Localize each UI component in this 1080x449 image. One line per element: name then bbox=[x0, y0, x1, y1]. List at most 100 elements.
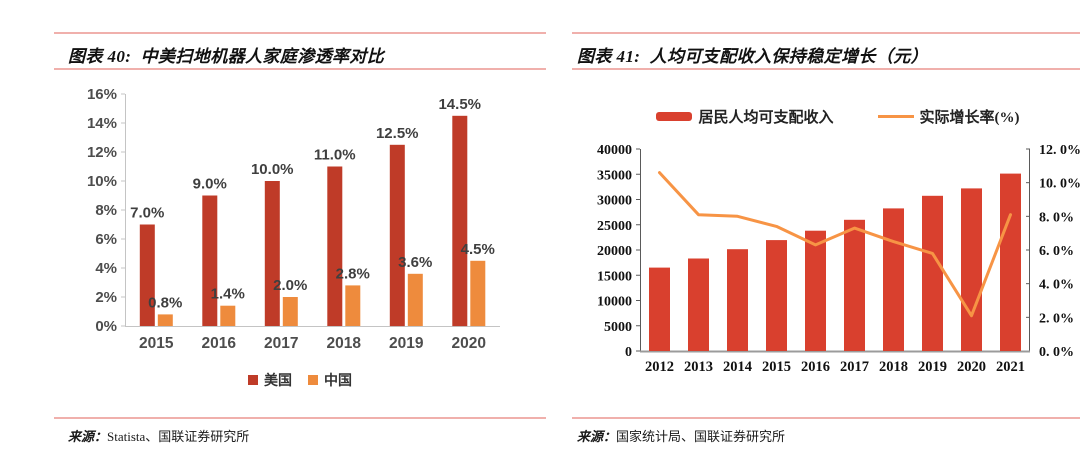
y-axis-left-label: 5000 bbox=[604, 320, 632, 335]
x-axis-label: 2015 bbox=[762, 359, 791, 375]
bar-2020-中国 bbox=[470, 260, 486, 327]
y-axis-right-label: 6. 0% bbox=[1039, 244, 1074, 259]
line-实际增长率(%) bbox=[658, 171, 1012, 318]
figure-41-top-rule bbox=[572, 32, 1080, 34]
bar-2019-美国 bbox=[389, 144, 405, 327]
us-cn-penetration-chart-svg: 0% 2% 4% 6% 8% 10% 12% 14% 16% 2015 2016 2017 2018 20… bbox=[87, 86, 500, 352]
y-axis-left-label: 0% bbox=[95, 318, 117, 335]
y-axis-left-label: 40000 bbox=[597, 143, 632, 158]
x-axis-label: 2018 bbox=[327, 335, 362, 352]
x-axis-label: 2015 bbox=[139, 335, 174, 352]
legend-label-growth: 实际增长率(%) bbox=[919, 110, 1020, 126]
bar-value-label: 3.6% bbox=[398, 254, 432, 271]
bar-value-label: 10.0% bbox=[251, 161, 294, 178]
bar-2017-居民人均可支配收入 bbox=[844, 219, 865, 351]
y-axis-left-label: 15000 bbox=[597, 269, 632, 284]
bar-value-label: 2.8% bbox=[336, 265, 370, 282]
x-axis-label: 2016 bbox=[202, 335, 237, 352]
x-axis-label: 2019 bbox=[389, 335, 424, 352]
us-series-swatch-icon bbox=[248, 375, 258, 385]
y-axis-left-label: 10% bbox=[87, 173, 117, 190]
y-axis-right-label: 2. 0% bbox=[1039, 311, 1074, 326]
figure-41-title-bottom-rule bbox=[572, 68, 1080, 70]
x-axis-label: 2019 bbox=[918, 359, 947, 375]
x-axis-label: 2013 bbox=[684, 359, 713, 375]
bar-2012-居民人均可支配收入 bbox=[649, 267, 670, 351]
income-growth-combo-chart: 居民人均可支配收入 实际增长率(%) 0 5000 10000 15000 20000 2… bbox=[572, 73, 1080, 411]
legend-label-cn: 中国 bbox=[324, 374, 352, 389]
y-axis-left-label: 30000 bbox=[597, 194, 632, 209]
x-axis-label: 2017 bbox=[840, 359, 869, 375]
y-axis-left-label: 25000 bbox=[597, 219, 632, 234]
source-text: Statista、国联证券研究所 bbox=[107, 429, 250, 444]
growth-line-swatch-icon bbox=[877, 115, 914, 118]
x-axis-label: 2014 bbox=[723, 359, 752, 375]
income-growth-chart-svg: 0 5000 10000 15000 20000 25000 30000 35000 40000… bbox=[597, 143, 1080, 375]
figure-41: 图表 41: 人均可支配收入保持稳定增长（元） 居民人均可支配收入 实际增长率(… bbox=[572, 26, 1080, 449]
figure-40-top-rule bbox=[54, 32, 546, 34]
bar-2016-美国 bbox=[202, 195, 218, 326]
y-axis-left-label: 16% bbox=[87, 86, 117, 103]
y-axis-right-label: 10. 0% bbox=[1039, 177, 1080, 192]
x-axis-label: 2012 bbox=[645, 359, 674, 375]
bar-value-label: 0.8% bbox=[148, 294, 182, 311]
y-axis-left-label: 0 bbox=[625, 345, 632, 360]
bar-2020-居民人均可支配收入 bbox=[961, 188, 982, 351]
bar-value-label: 12.5% bbox=[376, 125, 419, 142]
bar-value-label: 1.4% bbox=[211, 286, 245, 303]
y-axis-left-label: 12% bbox=[87, 144, 117, 161]
figure-40-title-bottom-rule bbox=[54, 68, 546, 70]
y-axis-right-label: 0. 0% bbox=[1039, 345, 1074, 360]
y-axis-left-label: 35000 bbox=[597, 168, 632, 183]
legend-label-income: 居民人均可支配收入 bbox=[698, 110, 834, 126]
figure-40-title: 图表 40: 中美扫地机器人家庭渗透率对比 bbox=[68, 47, 385, 66]
legend-item-income: 居民人均可支配收入 bbox=[656, 106, 834, 127]
x-axis-label: 2021 bbox=[996, 359, 1025, 375]
bar-value-label: 14.5% bbox=[438, 96, 481, 113]
bar-2015-中国 bbox=[157, 314, 173, 326]
income-series-swatch-icon bbox=[656, 112, 693, 121]
figure-41-legend: 居民人均可支配收入 实际增长率(%) bbox=[572, 106, 1080, 127]
y-axis-right-label: 4. 0% bbox=[1039, 278, 1074, 293]
bar-2016-中国 bbox=[220, 305, 236, 326]
y-axis-left-label: 8% bbox=[95, 202, 117, 219]
figure-41-source: 来源：国家统计局、国联证券研究所 bbox=[577, 426, 785, 445]
bar-2017-中国 bbox=[282, 297, 298, 326]
bar-2018-美国 bbox=[327, 166, 343, 326]
figure-41-title: 图表 41: 人均可支配收入保持稳定增长（元） bbox=[577, 47, 929, 66]
figure-40-source-rule bbox=[54, 417, 546, 419]
x-axis-label: 2020 bbox=[452, 335, 486, 352]
bar-2020-美国 bbox=[452, 115, 468, 327]
bar-2016-居民人均可支配收入 bbox=[805, 230, 826, 351]
figure-40-legend: 美国 中国 bbox=[54, 370, 546, 390]
report-figures-page: { "colors": { "rule_pink": "#f0b0ac", "u… bbox=[54, 32, 1080, 444]
legend-item-us: 美国 bbox=[248, 370, 292, 390]
bar-2019-中国 bbox=[407, 273, 423, 326]
y-axis-left-label: 2% bbox=[95, 289, 117, 306]
x-axis-label: 2017 bbox=[264, 335, 298, 352]
legend-item-cn: 中国 bbox=[308, 370, 352, 390]
x-axis-label: 2016 bbox=[801, 359, 830, 375]
bar-2019-居民人均可支配收入 bbox=[922, 195, 943, 351]
figure-40: 图表 40: 中美扫地机器人家庭渗透率对比 美国 中国 0% 2% 4% 6% 8% 10… bbox=[54, 26, 546, 449]
bar-2021-居民人均可支配收入 bbox=[1000, 173, 1021, 351]
source-prefix: 来源： bbox=[68, 429, 108, 444]
bar-value-label: 4.5% bbox=[461, 241, 495, 258]
y-axis-left-label: 4% bbox=[95, 260, 117, 277]
y-axis-left-label: 14% bbox=[87, 115, 117, 132]
bar-value-label: 9.0% bbox=[193, 176, 227, 193]
x-axis-label: 2020 bbox=[957, 359, 986, 375]
legend-label-us: 美国 bbox=[264, 374, 292, 389]
bar-2018-中国 bbox=[345, 285, 361, 326]
bar-2017-美国 bbox=[264, 181, 280, 326]
penetration-bar-chart: 美国 中国 0% 2% 4% 6% 8% 10% 12% 14% 16% 2015 2016 2017… bbox=[54, 73, 546, 411]
bar-2013-居民人均可支配收入 bbox=[688, 258, 709, 351]
figure-40-source: 来源：Statista、国联证券研究所 bbox=[68, 426, 249, 445]
bar-2014-居民人均可支配收入 bbox=[727, 249, 748, 351]
y-axis-right-label: 12. 0% bbox=[1039, 143, 1080, 158]
source-text: 国家统计局、国联证券研究所 bbox=[616, 429, 786, 444]
y-axis-left-label: 20000 bbox=[597, 244, 632, 259]
figure-41-source-rule bbox=[572, 417, 1080, 419]
y-axis-left-label: 6% bbox=[95, 231, 117, 248]
x-axis-label: 2018 bbox=[879, 359, 908, 375]
